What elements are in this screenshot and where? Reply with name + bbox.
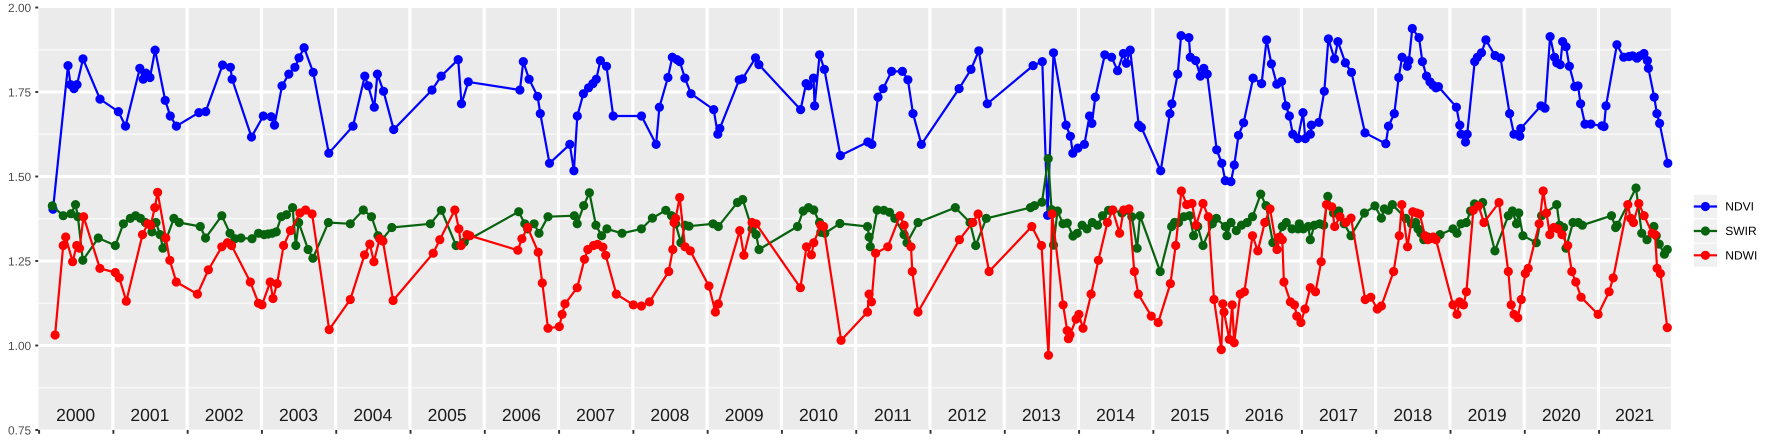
svg-text:2003: 2003: [279, 405, 318, 425]
svg-text:NDWI: NDWI: [1725, 249, 1757, 263]
svg-text:2016: 2016: [1245, 405, 1284, 425]
svg-text:2020: 2020: [1542, 405, 1581, 425]
svg-text:2001: 2001: [130, 405, 169, 425]
svg-text:2004: 2004: [353, 405, 392, 425]
svg-text:2006: 2006: [502, 405, 541, 425]
svg-text:1.50: 1.50: [8, 170, 32, 184]
svg-text:2010: 2010: [799, 405, 838, 425]
svg-text:2018: 2018: [1393, 405, 1432, 425]
svg-text:2017: 2017: [1319, 405, 1358, 425]
svg-text:1.75: 1.75: [8, 85, 32, 99]
svg-text:NDVI: NDVI: [1725, 200, 1754, 214]
svg-text:2019: 2019: [1468, 405, 1507, 425]
svg-text:2014: 2014: [1096, 405, 1135, 425]
svg-text:2011: 2011: [874, 405, 912, 425]
svg-text:2015: 2015: [1170, 405, 1209, 425]
svg-text:2000: 2000: [56, 405, 95, 425]
svg-text:0.75: 0.75: [8, 423, 32, 437]
svg-text:2007: 2007: [576, 405, 615, 425]
svg-text:2002: 2002: [205, 405, 244, 425]
svg-text:2005: 2005: [428, 405, 467, 425]
svg-text:2.00: 2.00: [8, 1, 32, 15]
svg-text:1.25: 1.25: [8, 254, 32, 268]
svg-text:2009: 2009: [725, 405, 764, 425]
svg-text:1.00: 1.00: [8, 339, 32, 353]
svg-text:SWIR: SWIR: [1725, 224, 1757, 238]
svg-text:2008: 2008: [650, 405, 689, 425]
svg-text:2013: 2013: [1022, 405, 1061, 425]
svg-text:2012: 2012: [948, 405, 987, 425]
svg-text:2021: 2021: [1615, 405, 1654, 425]
